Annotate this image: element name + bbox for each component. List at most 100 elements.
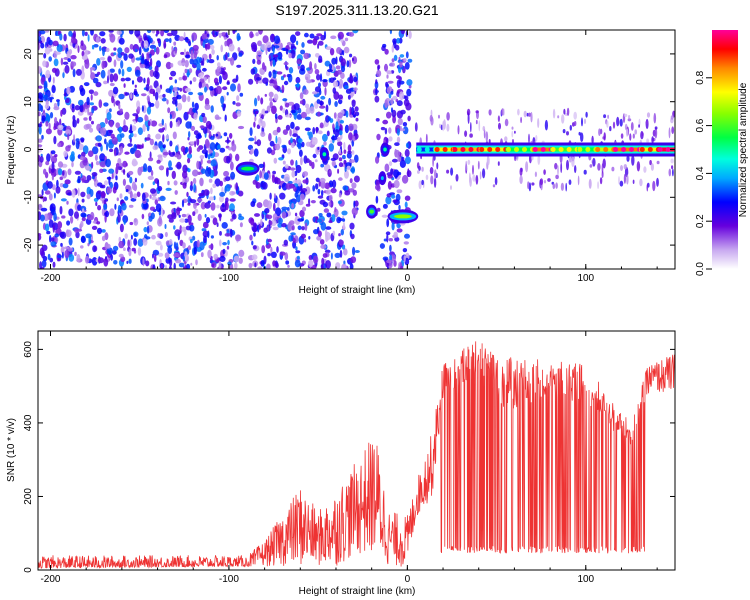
- noise-speckle: [389, 244, 392, 252]
- noise-speckle: [205, 120, 212, 129]
- noise-speckle: [404, 201, 408, 209]
- noise-speckle: [293, 186, 297, 192]
- noise-speckle: [162, 134, 165, 143]
- noise-speckle: [327, 116, 331, 121]
- noise-speckle: [182, 170, 188, 179]
- noise-speckle: [82, 145, 89, 155]
- carrier-sidelobe: [554, 162, 558, 170]
- noise-speckle: [335, 65, 341, 70]
- noise-speckle: [181, 199, 185, 208]
- noise-speckle: [109, 208, 115, 217]
- noise-speckle: [123, 168, 126, 175]
- noise-speckle: [178, 36, 185, 42]
- noise-speckle: [285, 183, 292, 190]
- noise-speckle: [393, 231, 398, 237]
- noise-speckle: [312, 185, 316, 192]
- noise-speckle: [111, 171, 114, 180]
- noise-speckle: [177, 120, 181, 127]
- noise-speckle: [63, 150, 68, 157]
- noise-speckle: [396, 189, 403, 194]
- noise-speckle: [287, 264, 290, 268]
- noise-speckle: [337, 168, 340, 174]
- noise-speckle: [114, 203, 117, 210]
- noise-speckle: [271, 174, 276, 183]
- noise-speckle: [202, 221, 209, 229]
- carrier-sidelobe: [562, 129, 566, 134]
- carrier-sidelobe: [626, 155, 630, 162]
- noise-speckle: [158, 165, 164, 170]
- noise-speckle: [285, 260, 290, 265]
- noise-speckle: [53, 212, 57, 222]
- noise-speckle: [300, 111, 307, 119]
- noise-speckle: [251, 240, 254, 246]
- noise-speckle: [340, 65, 346, 73]
- noise-speckle: [320, 180, 326, 189]
- noise-speckle: [274, 113, 278, 120]
- noise-speckle: [155, 100, 160, 109]
- noise-speckle: [390, 98, 394, 105]
- noise-speckle: [332, 179, 337, 189]
- noise-speckle: [239, 92, 244, 97]
- noise-speckle: [38, 111, 41, 117]
- noise-speckle: [329, 48, 335, 56]
- noise-speckle: [332, 123, 335, 130]
- noise-speckle: [347, 94, 351, 100]
- noise-speckle: [51, 85, 56, 94]
- noise-speckle: [118, 103, 121, 110]
- noise-speckle: [404, 233, 410, 239]
- noise-speckle: [43, 80, 48, 89]
- noise-speckle: [353, 76, 358, 83]
- noise-speckle: [103, 80, 108, 85]
- noise-speckle: [213, 253, 218, 260]
- noise-speckle: [211, 49, 215, 55]
- y-tick-label: 200: [23, 488, 34, 505]
- carrier-sidelobe: [511, 126, 514, 130]
- carrier-sidelobe: [607, 114, 609, 119]
- noise-speckle: [148, 215, 153, 222]
- noise-speckle: [189, 224, 195, 232]
- noise-speckle: [148, 37, 153, 44]
- carrier-sidelobe: [609, 126, 612, 132]
- noise-speckle: [268, 91, 274, 98]
- noise-speckle: [185, 121, 192, 129]
- noise-speckle: [222, 242, 228, 246]
- noise-speckle: [401, 156, 405, 162]
- noise-speckle: [208, 53, 212, 60]
- carrier-sidelobe: [668, 168, 672, 177]
- noise-speckle: [337, 112, 344, 119]
- noise-speckle: [133, 133, 137, 138]
- noise-speckle: [188, 107, 194, 116]
- noise-speckle: [281, 84, 285, 94]
- noise-speckle: [87, 34, 90, 42]
- noise-speckle: [113, 260, 118, 265]
- noise-speckle: [53, 106, 60, 111]
- noise-speckle: [326, 212, 332, 218]
- noise-speckle: [81, 198, 85, 203]
- noise-speckle: [167, 107, 171, 114]
- noise-speckle: [67, 247, 74, 252]
- noise-speckle: [305, 103, 310, 109]
- noise-speckle: [338, 233, 341, 237]
- carrier-sidelobe: [557, 115, 560, 119]
- carrier-sidelobe: [421, 179, 424, 186]
- noise-speckle: [190, 50, 194, 60]
- noise-speckle: [135, 69, 141, 77]
- noise-speckle: [257, 266, 263, 269]
- carrier-peak: [629, 147, 635, 152]
- noise-speckle: [300, 185, 303, 194]
- noise-speckle: [210, 243, 214, 251]
- noise-speckle: [40, 42, 45, 49]
- noise-speckle: [259, 170, 262, 179]
- noise-speckle: [235, 234, 242, 242]
- noise-speckle: [219, 191, 226, 197]
- noise-speckle: [168, 218, 174, 223]
- noise-speckle: [262, 77, 269, 84]
- noise-speckle: [338, 162, 344, 168]
- noise-speckle: [394, 142, 400, 147]
- carrier-sidelobe: [599, 177, 603, 185]
- noise-speckle: [305, 107, 311, 115]
- noise-speckle: [324, 249, 331, 254]
- snr-x-label: Height of straight line (km): [299, 586, 416, 597]
- noise-speckle: [143, 226, 148, 233]
- noise-speckle: [289, 167, 296, 171]
